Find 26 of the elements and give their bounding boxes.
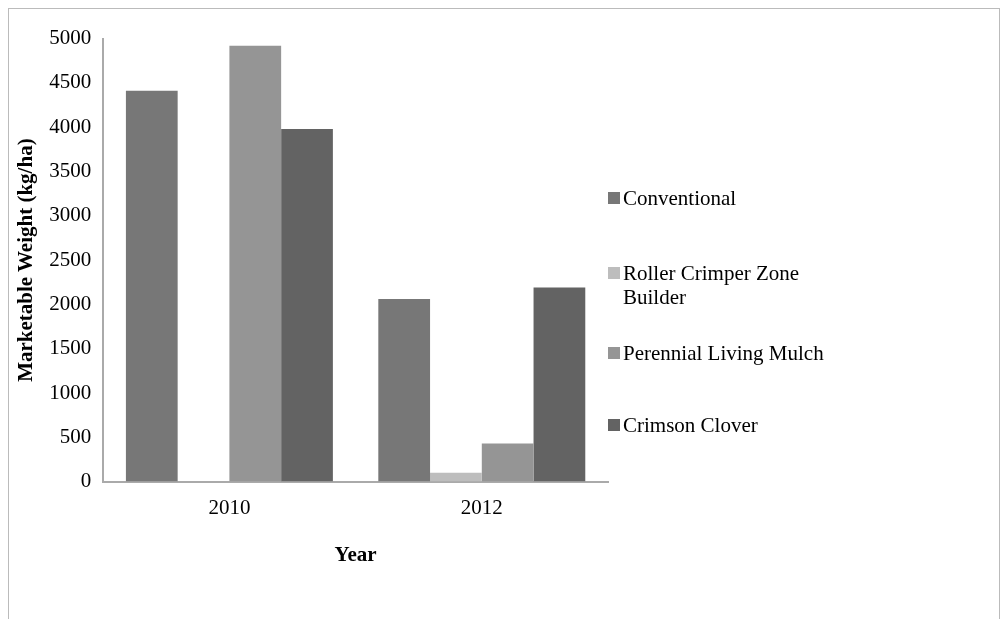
bar [533, 287, 586, 482]
bar [481, 443, 534, 482]
bar [430, 472, 482, 482]
legend-label: Conventional [623, 186, 737, 210]
y-axis-title: Marketable Weight (kg/ha) [13, 138, 38, 382]
legend-label: Perennial Living Mulch [623, 341, 824, 365]
bar [378, 299, 431, 482]
x-axis-title: Year [334, 541, 377, 566]
y-tick-label: 0 [80, 468, 92, 493]
bar [229, 45, 282, 482]
y-tick-label: 4500 [49, 69, 92, 94]
y-tick-label: 3000 [49, 202, 92, 227]
y-tick-label: 1000 [49, 379, 92, 404]
y-tick-label: 1500 [49, 335, 92, 360]
legend-label: Roller Crimper Zone Builder [623, 261, 801, 309]
x-tick-label: 2010 [208, 494, 251, 519]
x-tick-label: 2012 [460, 494, 503, 519]
y-tick-label: 2000 [49, 290, 92, 315]
y-tick-label: 4000 [49, 113, 92, 138]
y-tick-label: 500 [59, 423, 92, 448]
y-tick-label: 3500 [49, 158, 92, 183]
y-tick-label: 2500 [49, 246, 92, 271]
bar [125, 90, 178, 482]
legend-label: Crimson Clover [623, 413, 758, 437]
bar [281, 128, 333, 482]
y-tick-label: 5000 [49, 25, 92, 50]
